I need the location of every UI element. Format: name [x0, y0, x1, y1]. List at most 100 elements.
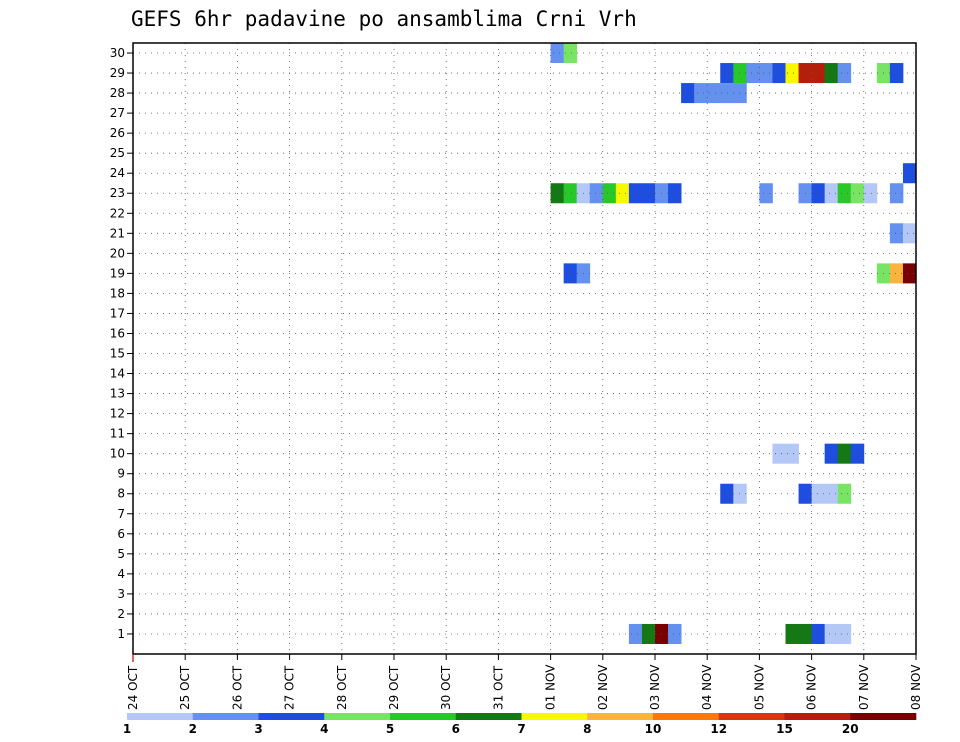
heatmap-cell: [733, 483, 747, 504]
x-tick-label: 07 NOV: [857, 664, 871, 710]
heatmap-cell: [837, 183, 852, 204]
x-tick-label: 28 OCT: [335, 665, 349, 710]
heatmap-cell: [902, 223, 917, 244]
colorbar-swatch: [784, 713, 851, 720]
colorbar-swatch: [192, 713, 259, 720]
heatmap-cell: [746, 63, 760, 84]
heatmap-cell: [550, 183, 565, 204]
heatmap-cell: [811, 63, 826, 84]
y-tick-label: 23: [110, 186, 125, 200]
y-tick-label: 17: [110, 306, 125, 320]
heatmap-cell: [850, 183, 865, 204]
x-tick-label: 24 OCT: [126, 665, 140, 710]
x-tick-label: 27 OCT: [283, 665, 297, 710]
heatmap-cell: [824, 483, 839, 504]
colorbar-tick-label: 4: [320, 722, 328, 736]
heatmap-cell: [550, 43, 565, 64]
heatmap-cell: [824, 623, 839, 644]
y-tick-label: 25: [110, 146, 125, 160]
heatmap-cell: [772, 443, 786, 464]
y-tick-label: 29: [110, 66, 125, 80]
y-tick-label: 12: [110, 407, 125, 421]
x-tick-label: 01 NOV: [544, 664, 558, 710]
y-axis: 1234567891011121314151617181920212223242…: [110, 46, 133, 641]
heatmap-cell: [837, 63, 852, 84]
heatmap-cell: [811, 483, 826, 504]
heatmap-cell: [733, 63, 747, 84]
heatmap-cell: [563, 263, 578, 284]
heatmap-cell: [759, 63, 773, 84]
colorbar: 1 2 3 4 5 6 7 8 10 12 15 20: [123, 713, 917, 736]
y-tick-label: 6: [117, 527, 125, 541]
colorbar-swatch: [718, 713, 785, 720]
heatmap-cell: [902, 263, 917, 284]
heatmap-cell: [602, 183, 617, 204]
x-axis: 24 OCT 25 OCT 26 OCT 27 OCT 28 OCT 29 OCT 30 O…: [126, 654, 923, 710]
x-tick-label: 31 OCT: [491, 665, 505, 710]
y-tick-label: 28: [110, 86, 125, 100]
chart-title: GEFS 6hr padavine po ansamblima Crni Vrh: [131, 7, 637, 31]
colorbar-tick-label: 2: [189, 722, 197, 736]
heatmap-cell: [668, 183, 682, 204]
heatmap-cell: [628, 183, 643, 204]
y-tick-label: 21: [110, 226, 125, 240]
heatmap-cell: [720, 63, 734, 84]
x-tick-label: 26 OCT: [230, 665, 244, 710]
heatmap-cell: [563, 183, 578, 204]
y-tick-label: 20: [110, 246, 125, 260]
y-tick-label: 3: [117, 587, 125, 601]
colorbar-swatch: [127, 713, 194, 720]
colorbar-swatch: [521, 713, 588, 720]
y-tick-label: 16: [110, 326, 125, 340]
y-tick-label: 26: [110, 126, 125, 140]
heatmap-cell: [759, 183, 773, 204]
x-tick-label: 04 NOV: [700, 664, 714, 710]
x-tick-label: 06 NOV: [805, 664, 819, 710]
heatmap-cell: [902, 163, 917, 184]
colorbar-tick-label: 5: [386, 722, 394, 736]
heatmap-cell: [889, 63, 904, 84]
y-tick-label: 9: [117, 467, 125, 481]
colorbar-tick-label: 12: [710, 722, 727, 736]
gridlines: [133, 43, 916, 654]
colorbar-swatch: [653, 713, 720, 720]
heatmap-cell: [811, 623, 826, 644]
heatmap-cell: [641, 623, 656, 644]
colorbar-tick-label: 6: [452, 722, 460, 736]
heatmap-cell: [811, 183, 826, 204]
colorbar-tick-label: 3: [254, 722, 262, 736]
colorbar-swatch: [324, 713, 391, 720]
heatmap-cell: [785, 623, 799, 644]
heatmap-cell: [628, 623, 643, 644]
x-tick-label: 08 NOV: [909, 664, 923, 710]
y-tick-label: 1: [117, 627, 125, 641]
heatmap-cell: [889, 183, 904, 204]
heatmap-cell: [863, 183, 878, 204]
x-tick-label: 05 NOV: [752, 664, 766, 710]
heatmap-cell: [824, 63, 839, 84]
heatmap-cell: [850, 443, 865, 464]
heatmap-cell: [785, 63, 799, 84]
y-tick-label: 22: [110, 206, 125, 220]
colorbar-tick-label: 20: [842, 722, 859, 736]
heatmap-cell: [889, 263, 904, 284]
heatmap-cell: [837, 483, 852, 504]
y-tick-label: 19: [110, 266, 125, 280]
heatmap-cell: [720, 483, 734, 504]
y-tick-label: 24: [110, 166, 125, 180]
heatmap-cell: [824, 443, 839, 464]
y-tick-label: 27: [110, 106, 125, 120]
x-tick-label: 02 NOV: [596, 664, 610, 710]
x-tick-label: 25 OCT: [178, 665, 192, 710]
heatmap-cell: [589, 183, 604, 204]
heatmap-cell: [837, 443, 852, 464]
heatmap-cell: [772, 63, 786, 84]
x-tick-label: 30 OCT: [439, 665, 453, 710]
colorbar-swatch: [587, 713, 654, 720]
y-tick-label: 4: [117, 567, 125, 581]
y-tick-label: 8: [117, 487, 125, 501]
colorbar-tick-label: 1: [123, 722, 131, 736]
heatmap-cell: [668, 623, 682, 644]
y-tick-label: 18: [110, 286, 125, 300]
